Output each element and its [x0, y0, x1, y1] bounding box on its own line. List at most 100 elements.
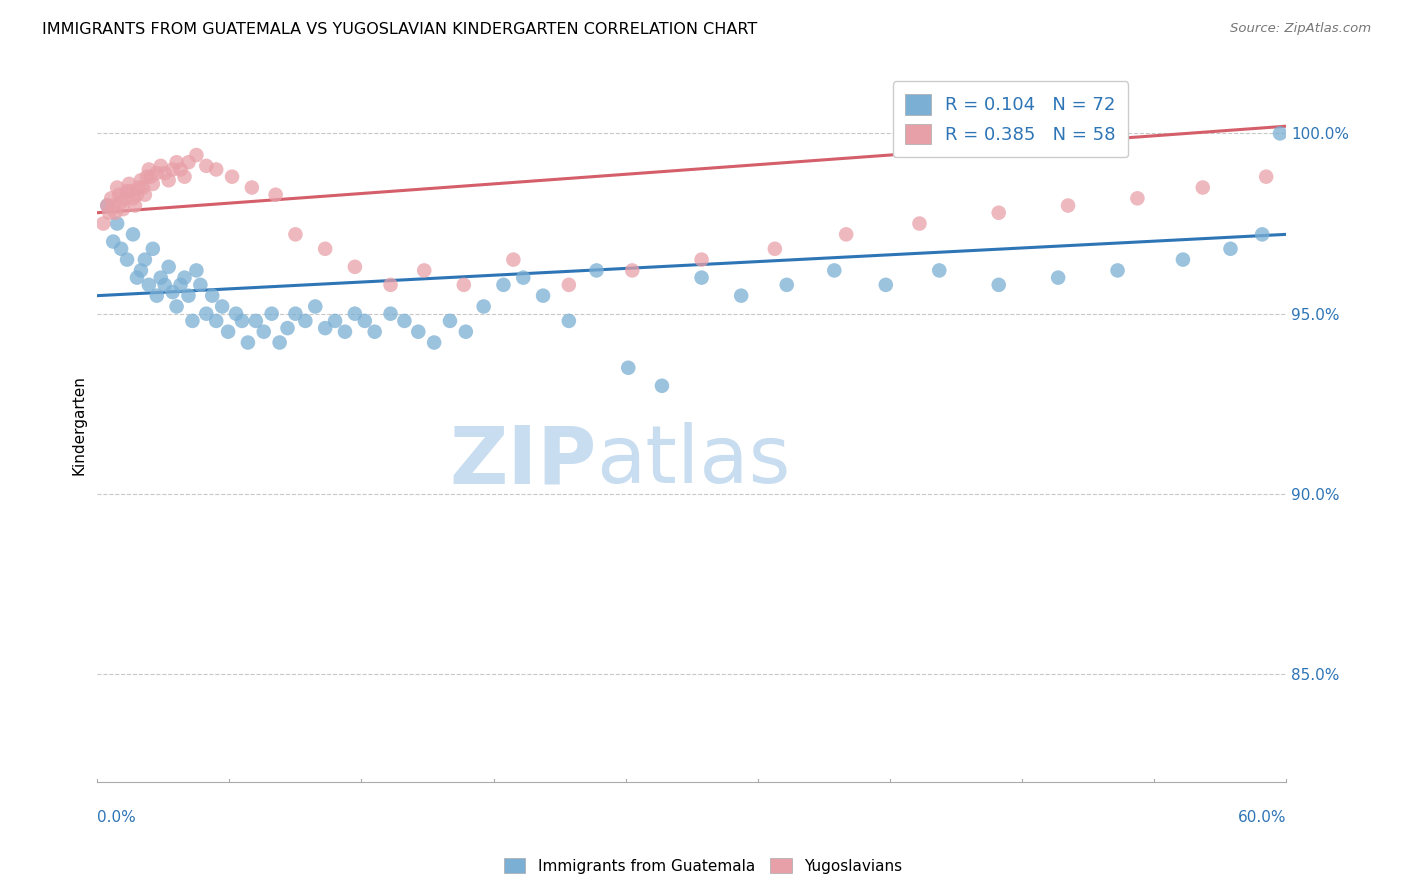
Point [423, 335, 446, 350]
Point [157, 173, 180, 187]
Point [177, 288, 200, 302]
Point [129, 263, 152, 277]
Point [110, 242, 132, 256]
Point [122, 191, 145, 205]
Point [406, 325, 429, 339]
Point [1219, 242, 1241, 256]
Point [91, 217, 114, 231]
Point [104, 205, 127, 219]
Point [908, 217, 931, 231]
Point [323, 314, 346, 328]
Point [162, 285, 184, 299]
Point [114, 191, 136, 205]
Point [1268, 127, 1291, 141]
Point [96, 198, 118, 212]
Point [132, 180, 155, 194]
Point [651, 379, 673, 393]
Point [195, 159, 218, 173]
Point [134, 187, 156, 202]
Point [138, 277, 160, 292]
Point [112, 202, 135, 216]
Point [1107, 263, 1129, 277]
Point [125, 270, 148, 285]
Point [763, 242, 786, 256]
Point [98, 205, 121, 219]
Point [512, 270, 534, 285]
Point [186, 148, 208, 162]
Point [1057, 198, 1080, 212]
Point [558, 277, 581, 292]
Point [162, 162, 184, 177]
Point [284, 307, 307, 321]
Point [928, 263, 950, 277]
Point [617, 360, 640, 375]
Point [343, 260, 366, 274]
Legend: R = 0.104   N = 72, R = 0.385   N = 58: R = 0.104 N = 72, R = 0.385 N = 58 [893, 81, 1129, 157]
Point [987, 205, 1010, 219]
Point [472, 300, 495, 314]
Point [690, 270, 713, 285]
Point [253, 325, 276, 339]
Point [142, 177, 165, 191]
Point [169, 162, 191, 177]
Point [304, 300, 326, 314]
Point [153, 166, 176, 180]
Point [96, 198, 118, 212]
Point [146, 166, 169, 180]
Point [221, 169, 243, 184]
Point [453, 277, 475, 292]
Point [169, 277, 191, 292]
Point [108, 187, 131, 202]
Point [353, 314, 375, 328]
Point [835, 227, 858, 242]
Point [149, 270, 172, 285]
Point [502, 252, 524, 267]
Point [166, 300, 188, 314]
Point [236, 335, 259, 350]
Point [173, 169, 195, 184]
Point [124, 198, 146, 212]
Point [100, 191, 122, 205]
Point [181, 314, 204, 328]
Point [149, 159, 172, 173]
Point [585, 263, 607, 277]
Point [558, 314, 581, 328]
Point [314, 321, 336, 335]
Point [690, 252, 713, 267]
Point [240, 180, 263, 194]
Point [115, 252, 138, 267]
Point [103, 198, 125, 212]
Y-axis label: Kindergarten: Kindergarten [72, 376, 86, 475]
Point [173, 270, 195, 285]
Point [128, 180, 150, 194]
Point [730, 288, 752, 302]
Point [135, 169, 157, 184]
Point [245, 314, 267, 328]
Point [413, 263, 436, 277]
Point [531, 288, 554, 302]
Point [264, 187, 287, 202]
Text: ZIP: ZIP [450, 422, 596, 500]
Point [1126, 191, 1149, 205]
Point [201, 288, 224, 302]
Point [125, 187, 148, 202]
Legend: Immigrants from Guatemala, Yugoslavians: Immigrants from Guatemala, Yugoslavians [498, 852, 908, 880]
Point [1256, 169, 1278, 184]
Point [454, 325, 477, 339]
Point [776, 277, 799, 292]
Point [314, 242, 336, 256]
Point [134, 252, 156, 267]
Point [439, 314, 461, 328]
Point [139, 169, 162, 184]
Point [1191, 180, 1213, 194]
Point [211, 300, 233, 314]
Point [231, 314, 253, 328]
Point [380, 277, 402, 292]
Point [129, 173, 152, 187]
Text: Source: ZipAtlas.com: Source: ZipAtlas.com [1230, 22, 1371, 36]
Point [177, 155, 200, 169]
Point [146, 288, 169, 302]
Point [115, 184, 138, 198]
Point [153, 277, 176, 292]
Point [1047, 270, 1070, 285]
